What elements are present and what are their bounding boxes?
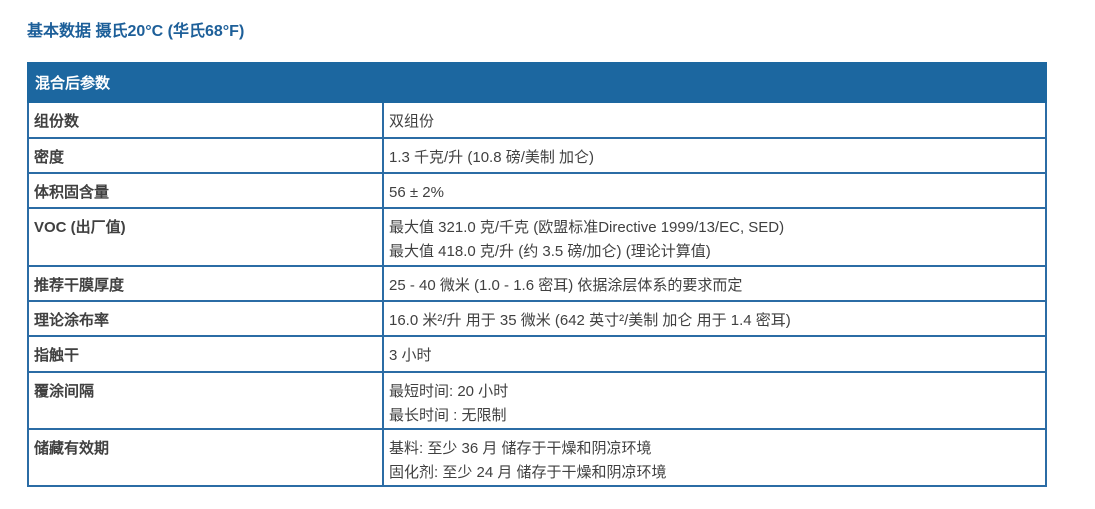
property-value: 基料: 至少 36 月 储存于干燥和阴凉环境 固化剂: 至少 24 月 储存于干燥… [382,428,1047,487]
property-value: 16.0 米²/升 用于 35 微米 (642 英寸²/美制 加仑 用于 1.4… [382,300,1047,337]
table-row: VOC (出厂值) 最大值 321.0 克/千克 (欧盟标准Directive 1… [27,207,1047,267]
property-value: 双组份 [382,101,1047,139]
property-value: 25 - 40 微米 (1.0 - 1.6 密耳) 依据涂层体系的要求而定 [382,265,1047,302]
value-line: 16.0 米²/升 用于 35 微米 (642 英寸²/美制 加仑 用于 1.4… [389,312,791,329]
property-name: 储藏有效期 [27,428,384,487]
property-value: 56 ± 2% [382,172,1047,209]
value-line: 基料: 至少 36 月 储存于干燥和阴凉环境 [389,440,652,457]
value-line: 最大值 418.0 克/升 (约 3.5 磅/加仑) (理论计算值) [389,243,711,260]
value-line: 1.3 千克/升 (10.8 磅/美制 加仑) [389,149,595,166]
table-row: 储藏有效期 基料: 至少 36 月 储存于干燥和阴凉环境 固化剂: 至少 24 月 … [27,428,1047,487]
property-name: 推荐干膜厚度 [27,265,384,302]
table-header: 混合后参数 [27,62,1047,103]
value-line: 3 小时 [389,347,432,364]
value-line: 最大值 321.0 克/千克 (欧盟标准Directive 1999/13/EC… [389,219,785,236]
table-row: 组份数 双组份 [27,101,1047,139]
table-row: 理论涂布率 16.0 米²/升 用于 35 微米 (642 英寸²/美制 加仑 用… [27,300,1047,337]
value-line: 25 - 40 微米 (1.0 - 1.6 密耳) 依据涂层体系的要求而定 [389,277,743,294]
table-row: 覆涂间隔 最短时间: 20 小时 最长时间 : 无限制 [27,371,1047,430]
value-line: 56 ± 2% [389,184,444,201]
property-name: 理论涂布率 [27,300,384,337]
value-line: 固化剂: 至少 24 月 储存于干燥和阴凉环境 [389,464,667,481]
property-name: 密度 [27,137,384,174]
table-row: 体积固含量 56 ± 2% [27,172,1047,209]
table-row: 指触干 3 小时 [27,335,1047,373]
property-value: 最大值 321.0 克/千克 (欧盟标准Directive 1999/13/EC… [382,207,1047,267]
value-line: 最短时间: 20 小时 [389,383,509,400]
property-name: VOC (出厂值) [27,207,384,267]
property-value: 最短时间: 20 小时 最长时间 : 无限制 [382,371,1047,430]
properties-table: 混合后参数 组份数 双组份 密度 1.3 千克/升 (10.8 磅/美制 加仑) 体积固… [27,62,1047,487]
value-line: 最长时间 : 无限制 [389,407,507,424]
value-line: 双组份 [389,113,435,130]
property-name: 组份数 [27,101,384,139]
property-name: 指触干 [27,335,384,373]
property-value: 3 小时 [382,335,1047,373]
page-title: 基本数据 摄氏20°C (华氏68°F) [27,23,245,40]
property-name: 覆涂间隔 [27,371,384,430]
property-value: 1.3 千克/升 (10.8 磅/美制 加仑) [382,137,1047,174]
property-name: 体积固含量 [27,172,384,209]
table-row: 推荐干膜厚度 25 - 40 微米 (1.0 - 1.6 密耳) 依据涂层体系的要… [27,265,1047,302]
table-row: 密度 1.3 千克/升 (10.8 磅/美制 加仑) [27,137,1047,174]
